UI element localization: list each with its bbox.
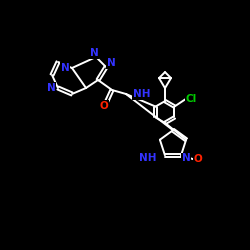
Text: N: N [90,48,98,58]
Text: NH: NH [140,153,157,163]
Text: O: O [100,101,108,111]
Text: N: N [46,83,56,93]
Text: NH: NH [133,89,150,99]
Text: Cl: Cl [186,94,197,104]
Text: N: N [60,63,70,73]
Text: N: N [106,58,116,68]
Text: O: O [194,154,202,164]
Text: N: N [182,153,190,163]
